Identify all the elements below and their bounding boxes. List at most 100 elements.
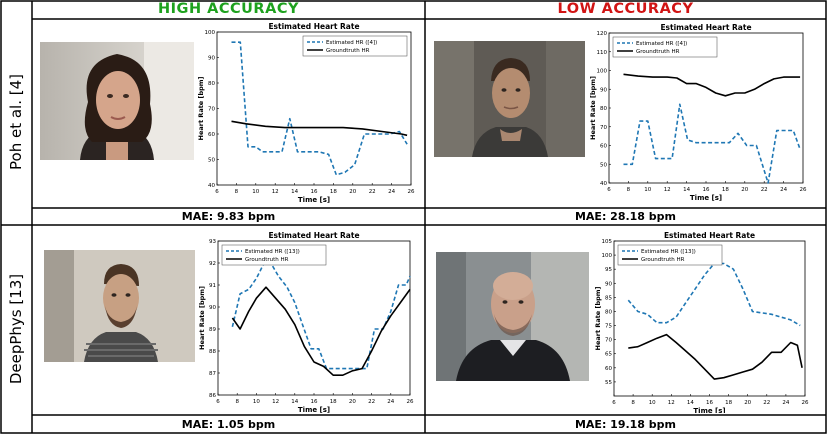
y-tick-label: 50 <box>600 162 607 168</box>
y-tick-label: 90 <box>605 281 612 287</box>
chart-title: Estimated Heart Rate <box>268 22 359 31</box>
legend-label: Groundtruth HR <box>641 257 685 263</box>
x-tick-label: 12 <box>664 187 671 193</box>
x-axis-label: Time [s] <box>693 407 725 413</box>
row-label-poh: Poh et al. [4] <box>0 19 32 225</box>
y-tick-label: 110 <box>597 50 608 56</box>
x-tick-label: 6 <box>607 187 611 193</box>
legend-label: Groundtruth HR <box>326 48 370 54</box>
y-tick-label: 70 <box>208 107 215 113</box>
y-tick-label: 120 <box>597 31 608 37</box>
x-tick-label: 20 <box>349 189 356 195</box>
y-tick-label: 80 <box>600 106 607 112</box>
legend-label: Estimated HR ([13]) <box>641 249 696 255</box>
x-axis-label: Time [s] <box>690 194 722 202</box>
x-tick-label: 6 <box>215 189 219 195</box>
x-tick-label: 8 <box>235 189 239 195</box>
x-tick-label: 24 <box>780 187 787 193</box>
y-tick-label: 80 <box>605 309 612 315</box>
chart-poh-high: Estimated Heart Rate 6 8 10 12 14 16 18 20 22 24 26… <box>197 22 415 204</box>
x-tick-label: 26 <box>802 400 809 406</box>
y-axis-label: Heart Rate [bpm] <box>594 286 602 350</box>
y-tick-label: 50 <box>208 158 215 164</box>
mae-label: MAE: 9.83 bpm <box>181 210 276 223</box>
y-tick-label: 92 <box>209 261 216 267</box>
face-photo <box>436 252 589 381</box>
x-tick-label: 16 <box>706 400 713 406</box>
x-tick-label: 12 <box>272 189 279 195</box>
plot-area <box>613 240 806 397</box>
x-tick-label: 14 <box>683 187 690 193</box>
x-tick-label: 20 <box>349 399 356 405</box>
x-tick-label: 22 <box>368 399 375 405</box>
header-low-accuracy: LOW ACCURACY <box>557 1 694 17</box>
x-tick-label: 14 <box>291 189 298 195</box>
face-photo <box>40 42 194 160</box>
x-axis-label: Time [s] <box>298 406 330 413</box>
legend: Estimated HR ([4]) Groundtruth HR <box>612 36 718 58</box>
x-tick-label: 16 <box>311 399 318 405</box>
x-tick-label: 12 <box>272 399 279 405</box>
x-tick-label: 10 <box>252 189 259 195</box>
y-tick-label: 90 <box>209 305 216 311</box>
x-tick-label: 14 <box>687 400 694 406</box>
mae-label: MAE: 19.18 bpm <box>574 418 677 431</box>
x-tick-label: 16 <box>311 189 318 195</box>
chart-deepphys-low: Estimated Heart Rate 6 8 10 12 14 16 18 20 22 24 26… <box>594 231 809 413</box>
y-tick-label: 60 <box>600 144 607 150</box>
y-tick-label: 88 <box>209 349 216 355</box>
x-tick-label: 24 <box>388 189 395 195</box>
y-tick-label: 90 <box>208 56 215 62</box>
row-label-deepphys: DeepPhys [13] <box>0 225 32 433</box>
header-high-accuracy: HIGH ACCURACY <box>158 1 299 17</box>
mae-label: MAE: 28.18 bpm <box>574 210 677 223</box>
y-tick-label: 60 <box>605 366 612 372</box>
groundtruth-hr-line <box>623 73 801 97</box>
x-tick-label: 14 <box>291 399 298 405</box>
y-tick-label: 75 <box>605 324 612 330</box>
chart-title: Estimated Heart Rate <box>664 231 755 240</box>
chart-deepphys-high: Estimated Heart Rate 6 8 10 12 14 16 18 20 22 24 26… <box>198 231 414 413</box>
groundtruth-hr-line <box>231 286 411 376</box>
y-tick-label: 70 <box>600 125 607 131</box>
x-tick-label: 8 <box>235 399 239 405</box>
legend-label: Groundtruth HR <box>636 49 680 55</box>
y-tick-label: 70 <box>605 338 612 344</box>
estimated-hr-line <box>623 103 801 184</box>
chart-poh-low: Estimated Heart Rate 6 8 10 12 14 16 18 20 22 24 26… <box>589 23 807 202</box>
x-tick-label: 6 <box>612 400 616 406</box>
x-tick-label: 26 <box>407 399 414 405</box>
x-tick-label: 20 <box>744 400 751 406</box>
x-tick-label: 18 <box>330 189 337 195</box>
y-axis-label: Heart Rate [bpm] <box>589 76 597 140</box>
legend-box <box>302 35 408 57</box>
legend-label: Groundtruth HR <box>245 257 289 263</box>
x-tick-label: 24 <box>782 400 789 406</box>
y-tick-label: 95 <box>605 267 612 273</box>
y-tick-label: 65 <box>605 352 612 358</box>
groundtruth-hr-line <box>231 120 408 137</box>
mae-label: MAE: 1.05 bpm <box>181 418 276 431</box>
y-tick-label: 87 <box>209 371 216 377</box>
x-tick-label: 18 <box>725 400 732 406</box>
y-tick-label: 40 <box>600 181 607 187</box>
face-photo <box>434 41 585 157</box>
plot-area <box>608 32 804 184</box>
legend: Estimated HR ([13]) Groundtruth HR <box>617 244 723 266</box>
x-tick-label: 16 <box>703 187 710 193</box>
x-tick-label: 10 <box>253 399 260 405</box>
y-tick-label: 40 <box>208 183 215 189</box>
y-axis-label: Heart Rate [bpm] <box>198 286 206 350</box>
y-tick-label: 89 <box>209 327 216 333</box>
legend: Estimated HR ([4]) Groundtruth HR <box>302 35 408 57</box>
plot-area <box>217 240 411 396</box>
y-tick-label: 80 <box>208 81 215 87</box>
legend-label: Estimated HR ([4]) <box>636 41 687 47</box>
estimated-hr-line <box>231 41 408 176</box>
y-tick-label: 93 <box>209 239 216 245</box>
legend-box <box>221 244 327 266</box>
legend-label: Estimated HR ([13]) <box>245 249 300 255</box>
y-tick-label: 60 <box>208 132 215 138</box>
row-label-deepphys-text: DeepPhys [13] <box>7 273 25 385</box>
